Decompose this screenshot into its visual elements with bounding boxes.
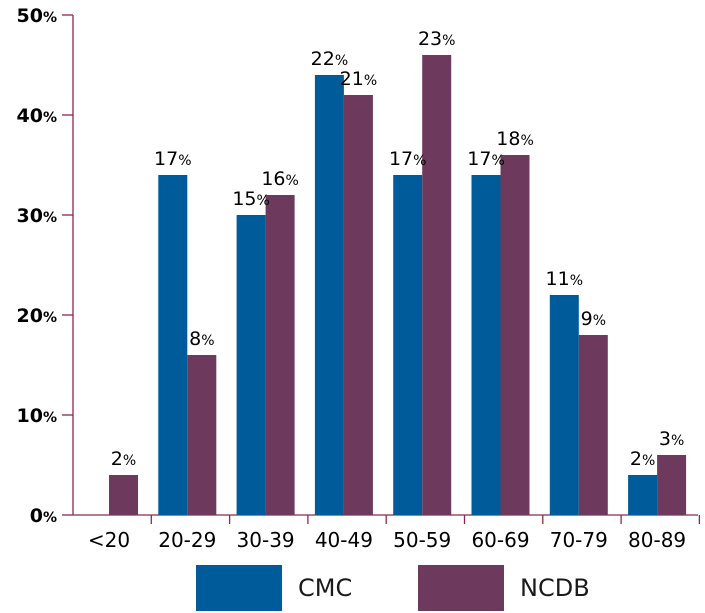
bar-cmc-4 — [393, 175, 423, 515]
bar-cmc-6 — [549, 295, 579, 515]
data-label-cmc: 2% — [630, 448, 655, 470]
bar-ncdb-1 — [187, 355, 217, 515]
bar-ncdb-7 — [657, 455, 687, 515]
x-tick-label: 70-79 — [550, 528, 608, 552]
y-tick-label: 40% — [17, 105, 57, 127]
bar-cmc-5 — [471, 175, 501, 515]
x-tick-label: 20-29 — [158, 528, 216, 552]
bar-cmc-2 — [236, 215, 266, 515]
legend-item-cmc: CMC — [196, 565, 352, 611]
y-tick-label: 0% — [30, 505, 57, 527]
data-label-cmc: 17% — [467, 148, 505, 170]
y-tick-label: 30% — [17, 205, 57, 227]
legend-label-ncdb: NCDB — [520, 574, 590, 602]
y-tick-label: 20% — [17, 305, 57, 327]
x-tick-label: 60-69 — [471, 528, 529, 552]
y-tick-label: 50% — [17, 5, 57, 27]
legend-item-ncdb: NCDB — [418, 565, 590, 611]
data-label-ncdb: 8% — [189, 328, 214, 350]
x-tick-label: <20 — [88, 528, 130, 552]
data-label-ncdb: 9% — [581, 308, 606, 330]
x-tick-label: 80-89 — [628, 528, 686, 552]
bar-cmc-1 — [158, 175, 188, 515]
bar-ncdb-5 — [500, 155, 530, 515]
bar-ncdb-3 — [343, 95, 373, 515]
data-label-cmc: 17% — [154, 148, 192, 170]
data-label-ncdb: 3% — [659, 428, 684, 450]
bar-ncdb-2 — [265, 195, 295, 515]
data-label-ncdb: 16% — [261, 168, 299, 190]
x-tick-label: 30-39 — [237, 528, 295, 552]
bar-cmc-3 — [314, 75, 344, 515]
data-labels: 2%17%8%15%16%22%21%17%23%17%18%11%9%2%3% — [111, 28, 685, 470]
bar-ncdb-0 — [109, 475, 138, 515]
bar-ncdb-4 — [422, 55, 452, 515]
legend-swatch-ncdb — [418, 565, 504, 611]
legend-label-cmc: CMC — [298, 574, 353, 602]
data-label-ncdb: 2% — [111, 448, 136, 470]
data-label-cmc: 11% — [546, 268, 584, 290]
data-label-cmc: 22% — [311, 48, 349, 70]
data-label-cmc: 15% — [232, 188, 270, 210]
bar-ncdb-6 — [578, 335, 608, 515]
legend-swatch-cmc — [196, 565, 282, 611]
bar-cmc-7 — [628, 475, 658, 515]
data-label-cmc: 17% — [389, 148, 427, 170]
x-tick-label: 40-49 — [315, 528, 373, 552]
x-tick-label: 50-59 — [393, 528, 451, 552]
data-label-ncdb: 18% — [496, 128, 534, 150]
bars — [109, 55, 687, 515]
y-tick-label: 10% — [17, 405, 57, 427]
data-label-ncdb: 23% — [418, 28, 456, 50]
axes: 0% 10% 20% 30% 40% 50% <20 20-29 30-39 40-49 50-59… — [17, 5, 701, 552]
data-label-ncdb: 21% — [340, 68, 378, 90]
